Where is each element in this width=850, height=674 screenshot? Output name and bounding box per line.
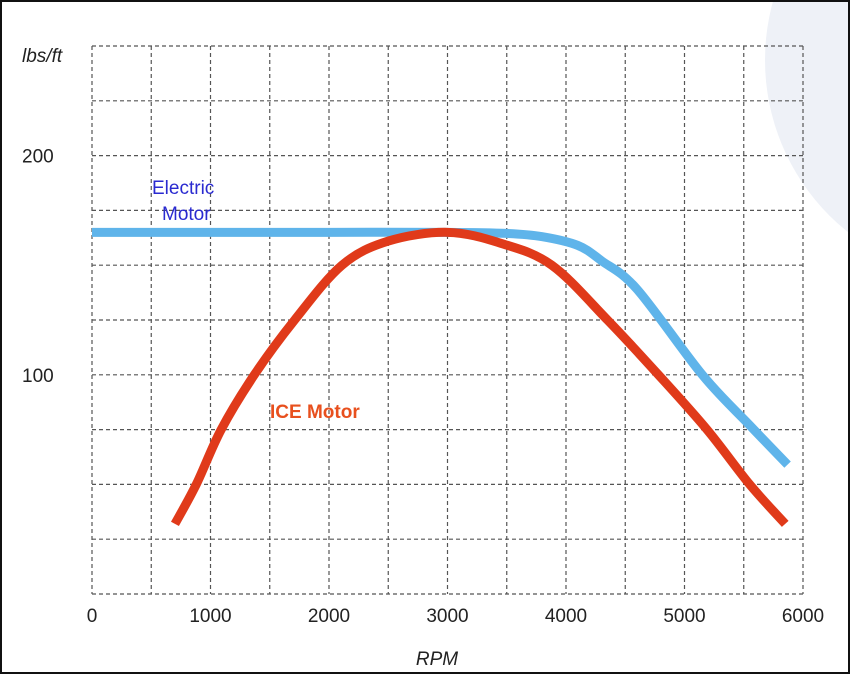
y-axis-label: lbs/ft xyxy=(22,46,63,67)
x-tick-label: 1000 xyxy=(189,606,231,627)
x-tick-label: 5000 xyxy=(663,606,705,627)
series-line-electric-motor xyxy=(91,227,791,468)
x-tick-label: 0 xyxy=(87,606,98,627)
x-tick-label: 6000 xyxy=(782,606,824,627)
x-tick-label: 3000 xyxy=(426,606,468,627)
x-tick-label: 4000 xyxy=(545,606,587,627)
series-label-electric-motor: Electric xyxy=(152,178,214,199)
y-tick-label: 100 xyxy=(22,366,54,387)
series-label-ice-motor: ICE Motor xyxy=(270,402,360,423)
x-tick-label: 2000 xyxy=(308,606,350,627)
series-line-ice-motor xyxy=(170,227,789,527)
background-circle-decoration xyxy=(765,0,850,234)
x-axis-label: RPM xyxy=(416,649,458,670)
y-tick-label: 200 xyxy=(22,147,54,168)
series-label-electric-motor: Motor xyxy=(162,204,211,225)
